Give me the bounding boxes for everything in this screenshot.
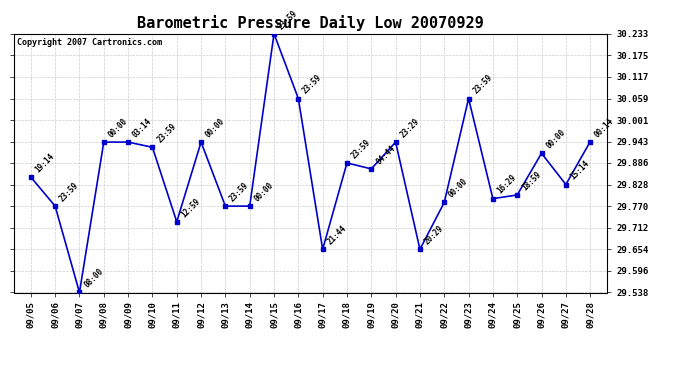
Text: 21:44: 21:44 <box>326 224 348 246</box>
Text: 23:59: 23:59 <box>155 122 178 144</box>
Text: 00:14: 00:14 <box>593 116 615 139</box>
Text: 08:00: 08:00 <box>82 267 105 290</box>
Text: 00:00: 00:00 <box>204 117 226 139</box>
Text: 04:44: 04:44 <box>374 143 397 166</box>
Text: 03:14: 03:14 <box>131 117 154 139</box>
Text: 00:00: 00:00 <box>253 181 275 203</box>
Text: 12:59: 12:59 <box>179 196 202 219</box>
Text: Copyright 2007 Cartronics.com: Copyright 2007 Cartronics.com <box>17 38 161 46</box>
Text: 23:59: 23:59 <box>471 73 494 96</box>
Text: 23:29: 23:29 <box>398 117 421 139</box>
Text: 16:29: 16:29 <box>495 173 518 196</box>
Title: Barometric Pressure Daily Low 20070929: Barometric Pressure Daily Low 20070929 <box>137 15 484 31</box>
Text: 23:59: 23:59 <box>277 8 299 31</box>
Text: 23:59: 23:59 <box>58 181 81 203</box>
Text: 23:59: 23:59 <box>301 73 324 96</box>
Text: 19:14: 19:14 <box>34 152 57 174</box>
Text: 20:29: 20:29 <box>423 224 446 246</box>
Text: 23:59: 23:59 <box>228 181 251 203</box>
Text: 00:00: 00:00 <box>544 128 567 150</box>
Text: 18:59: 18:59 <box>520 170 543 192</box>
Text: 15:14: 15:14 <box>569 159 591 182</box>
Text: 23:59: 23:59 <box>350 138 373 160</box>
Text: 00:00: 00:00 <box>106 117 129 139</box>
Text: 00:00: 00:00 <box>447 177 470 200</box>
